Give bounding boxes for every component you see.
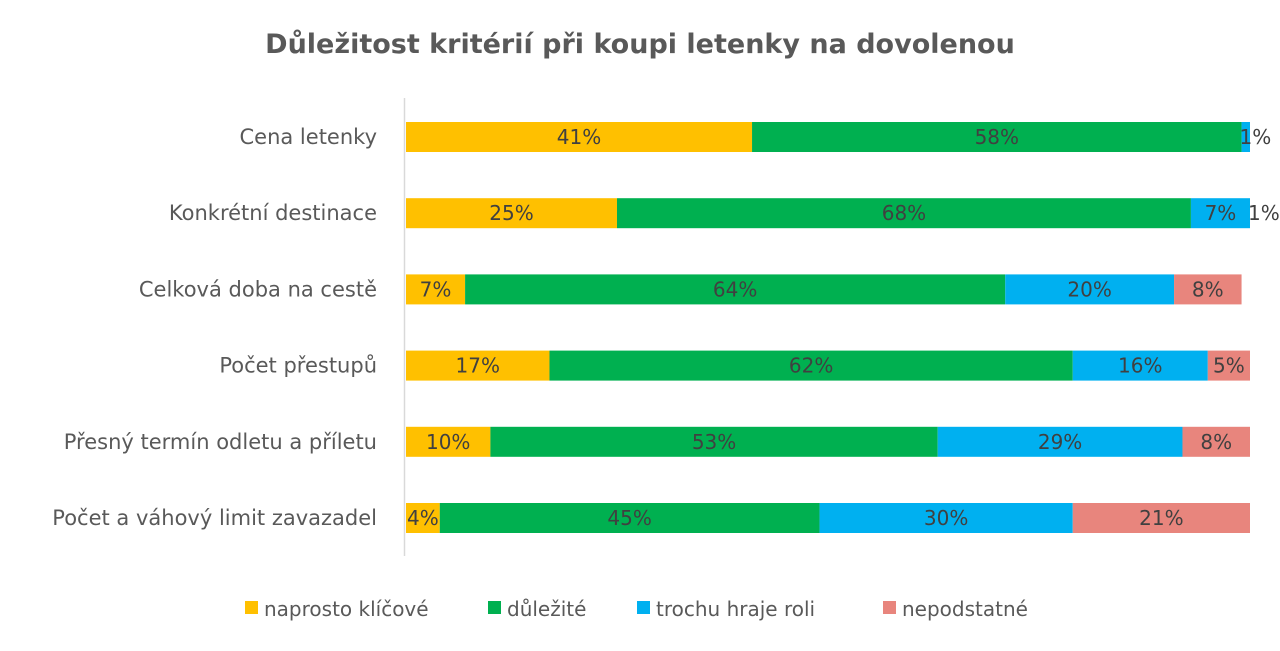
bar-segment-důležité <box>465 274 1006 305</box>
bar-segment-důležité <box>490 426 938 457</box>
bar-segment-trochu-hraje-roli <box>1241 122 1250 152</box>
bar-segment-trochu-hraje-roli <box>1190 198 1250 229</box>
category-label: Celková doba na cestě <box>139 277 377 301</box>
data-label: 10% <box>426 430 470 454</box>
bar-segment-trochu-hraje-roli <box>1072 350 1208 381</box>
legend-swatch <box>245 601 258 614</box>
data-label: 8% <box>1192 277 1224 301</box>
data-label: 20% <box>1067 277 1111 301</box>
bar-segment-naprosto-klíčové <box>406 122 753 152</box>
data-label: 5% <box>1213 354 1245 378</box>
data-label: 7% <box>420 277 452 301</box>
data-label: 53% <box>692 430 736 454</box>
data-label: 7% <box>1205 201 1237 225</box>
legend: naprosto klíčové důležité trochu hraje rol… <box>245 597 1028 621</box>
data-label: 45% <box>607 506 651 530</box>
data-label: 1% <box>1248 201 1280 225</box>
category-label: Konkrétní destinace <box>169 201 377 225</box>
legend-label: nepodstatné <box>902 597 1028 621</box>
bar-segment-nepodstatné <box>1207 350 1250 381</box>
data-label: 1% <box>1240 125 1272 149</box>
bar-segment-nepodstatné <box>1182 426 1250 457</box>
legend-swatch <box>637 601 650 614</box>
data-label: 62% <box>789 354 833 378</box>
bar-segment-naprosto-klíčové <box>406 503 440 533</box>
data-label: 8% <box>1200 430 1232 454</box>
bar-segment-nepodstatné <box>1174 274 1242 305</box>
bar-segment-naprosto-klíčové <box>406 274 466 305</box>
legend-label: naprosto klíčové <box>264 597 429 621</box>
bar-segment-trochu-hraje-roli <box>819 503 1073 533</box>
legend-swatch <box>488 601 501 614</box>
data-label: 68% <box>882 201 926 225</box>
bar-segment-trochu-hraje-roli <box>1005 274 1175 305</box>
data-label: 21% <box>1139 506 1183 530</box>
bar-segment-naprosto-klíčové <box>406 198 617 229</box>
legend-label: trochu hraje roli <box>656 597 815 621</box>
data-label: 16% <box>1118 354 1162 378</box>
bar-segment-důležité <box>439 503 820 533</box>
data-label: 25% <box>489 201 533 225</box>
data-label: 4% <box>407 506 439 530</box>
data-labels: 41% 58% 1% 25% 68% 7% 1% 7% 64% 20% 8% 17% 62% 16% 5% 1… <box>407 125 1280 530</box>
data-label: 17% <box>456 354 500 378</box>
category-label: Přesný termín odletu a příletu <box>64 430 377 454</box>
bar-segment-naprosto-klíčové <box>406 426 491 457</box>
data-label: 29% <box>1038 430 1082 454</box>
category-label: Počet a váhový limit zavazadel <box>52 506 377 530</box>
bars <box>406 122 1250 533</box>
data-label: 64% <box>713 277 757 301</box>
bar-segment-naprosto-klíčové <box>406 350 550 381</box>
legend-swatch <box>883 601 896 614</box>
category-labels: Cena letenky Konkrétní destinace Celková d… <box>52 125 377 530</box>
data-label: 41% <box>557 125 601 149</box>
data-label: 58% <box>975 125 1019 149</box>
bar-segment-důležité <box>549 350 1073 381</box>
chart-title: Důležitost kritérií při koupi letenky na… <box>265 29 1015 60</box>
bar-segment-nepodstatné <box>1072 503 1250 533</box>
data-label: 30% <box>924 506 968 530</box>
category-label: Počet přestupů <box>219 354 377 378</box>
category-label: Cena letenky <box>240 125 378 149</box>
legend-label: důležité <box>507 597 586 621</box>
bar-segment-důležité <box>752 122 1242 152</box>
bar-segment-trochu-hraje-roli <box>937 426 1183 457</box>
bar-segment-důležité <box>617 198 1191 229</box>
